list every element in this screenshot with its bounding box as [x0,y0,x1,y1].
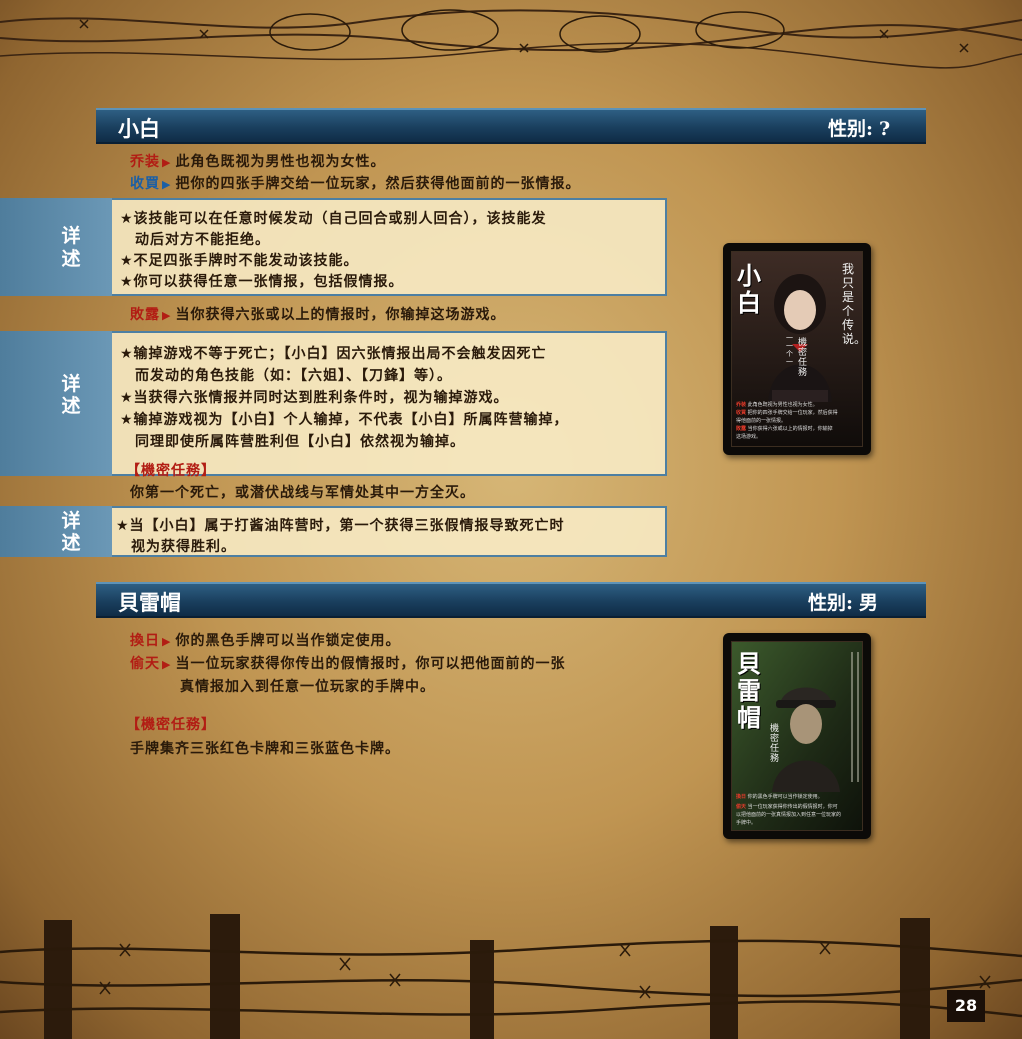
card-skill-line: 以把他面前的一张真情报加入到任意一位玩家的 [736,812,842,818]
character-name: 小白 [118,116,160,141]
card-skill-line: 得他面前的一张情报。 [736,418,787,424]
gender-value: 男 [859,592,879,614]
skill-text: 当一位玩家获得你传出的假情报时，你可以把他面前的一张 [175,656,566,672]
skill-text: 当你获得六张或以上的情报时，你输掉这场游戏。 [175,307,506,323]
detail-label: 述 [61,248,81,270]
card-skill-line: 敗露 当你获得六张或以上的情报时，你输掉 [736,426,833,432]
gender-field: 性别:? [828,114,890,141]
mission-text: 你第一个死亡，或潜伏战线与军情处其中一方全灭。 [130,485,475,501]
triangle-icon: ▶ [162,156,172,169]
detail-label: 述 [61,395,81,417]
gender-label: 性别: [808,592,854,614]
detail-line: ★当【小白】属于打酱油阵营时，第一个获得三张假情报导致死亡时 [116,518,565,534]
detail-label: 述 [61,532,81,554]
character-card-beileimao: 貝雷帽 機密任務 換日 你的黑色手牌可以当作锁定使用。 偷天 当一位玩家获得你传… [723,633,871,839]
skill-line: 收買 ▶ 把你的四张手牌交给一位玩家，然后获得他面前的一张情报。 [130,173,580,193]
detail-line: ★输掉游戏视为【小白】个人输掉，不代表【小白】所属阵营输掉， [120,412,569,428]
skill-text: 此角色既视为男性也视为女性。 [175,154,386,170]
triangle-icon: ▶ [162,178,172,191]
skill-text-continued: 真情报加入到任意一位玩家的手牌中。 [180,679,435,695]
triangle-icon: ▶ [162,635,172,648]
detail-line: 视为获得胜利。 [116,539,236,555]
mission-title: 【機密任務】 [126,463,216,479]
card-name: 貝雷帽 [737,649,761,732]
skill-name: 偷天 [130,656,160,672]
detail-line: ★你可以获得任意一张情报，包括假情报。 [120,274,404,290]
detail-box: ★输掉游戏不等于死亡；【小白】因六张情报出局不会触发因死亡 而发动的角色技能（如… [112,331,667,476]
skill-line: 敗露 ▶ 当你获得六张或以上的情报时，你输掉这场游戏。 [130,304,505,324]
card-art: 小白 我只是个传说。 一一个一 機密任務 乔装 此角色既视为男性也视为女性。 收… [731,251,863,447]
detail-line: ★输掉游戏不等于死亡；【小白】因六张情报出局不会触发因死亡 [120,346,547,362]
detail-tab: 详 述 [0,506,112,557]
skill-text: 你的黑色手牌可以当作锁定使用。 [175,633,401,649]
fence-decoration [0,914,1022,1039]
card-mission-label: 機密任務 [798,338,808,378]
character-card-xiaobai: 小白 我只是个传说。 一一个一 機密任務 乔装 此角色既视为男性也视为女性。 收… [723,243,871,455]
card-quote: 我只是个传说。 [842,262,862,346]
skill-line: 偷天 ▶ 当一位玩家获得你传出的假情报时，你可以把他面前的一张 [130,653,565,673]
detail-line: 动后对方不能拒绝。 [120,232,270,248]
skill-name: 乔装 [130,154,160,170]
detail-line: ★不足四张手牌时不能发动该技能。 [120,253,359,269]
card-skill-line: 換日 你的黑色手牌可以当作锁定使用。 [736,794,823,800]
detail-line: ★该技能可以在任意时候发动（自己回合或别人回合），该技能发 [120,211,547,227]
card-skill-line: 偷天 当一位玩家获得你传出的假情报时，你可 [736,804,838,810]
skill-name: 敗露 [130,307,160,323]
skill-name: 收買 [130,176,160,192]
mission-title: 【機密任務】 [126,717,216,733]
portrait-illustration [732,252,862,446]
card-mission-label: 機密任務 [770,724,780,764]
detail-label: 详 [61,373,81,395]
gender-field: 性别: 男 [808,588,878,615]
character-header-xiaobai: 小白 性别:? [96,108,926,144]
character-header-beileimao: 貝雷帽 性别: 男 [96,582,926,618]
skill-name: 換日 [130,633,160,649]
skill-line: 換日 ▶ 你的黑色手牌可以当作锁定使用。 [130,630,400,650]
gender-label: 性别: [828,118,874,140]
card-side-text: 一一个一 [786,334,793,366]
barbed-wire-decoration [0,9,1022,69]
card-skill-line: 这场游戏。 [736,434,762,440]
detail-tab: 详 述 [0,331,112,476]
detail-box: ★当【小白】属于打酱油阵营时，第一个获得三张假情报导致死亡时 视为获得胜利。 [112,506,667,557]
detail-label: 详 [61,510,81,532]
card-skill-line: 乔装 此角色既视为男性也视为女性。 [736,402,818,408]
detail-line: 同理即使所属阵营胜利但【小白】依然视为输掉。 [120,434,465,450]
character-name: 貝雷帽 [118,590,181,615]
portrait-illustration [732,642,862,830]
detail-line: ★当获得六张情报并同时达到胜利条件时，视为输掉游戏。 [120,390,509,406]
skill-line: 乔装 ▶ 此角色既视为男性也视为女性。 [130,151,385,171]
gender-value: ? [879,118,891,140]
card-skill-line: 收買 把你的四张手牌交给一位玩家，然后获得 [736,410,838,416]
detail-tab: 详 述 [0,198,112,296]
mission-text: 手牌集齐三张红色卡牌和三张蓝色卡牌。 [130,741,400,757]
detail-label: 详 [61,225,81,247]
triangle-icon: ▶ [162,309,172,322]
card-name: 小白 [737,261,761,317]
triangle-icon: ▶ [162,658,172,671]
detail-line: 而发动的角色技能（如：【六姐】、【刀鋒】等）。 [120,368,452,384]
detail-box: ★该技能可以在任意时候发动（自己回合或别人回合），该技能发 动后对方不能拒绝。 … [112,198,667,296]
card-skill-line: 手牌中。 [736,820,757,826]
card-art: 貝雷帽 機密任務 換日 你的黑色手牌可以当作锁定使用。 偷天 当一位玩家获得你传… [731,641,863,831]
page-number: 28 [947,990,985,1022]
skill-text: 把你的四张手牌交给一位玩家，然后获得他面前的一张情报。 [175,176,581,192]
